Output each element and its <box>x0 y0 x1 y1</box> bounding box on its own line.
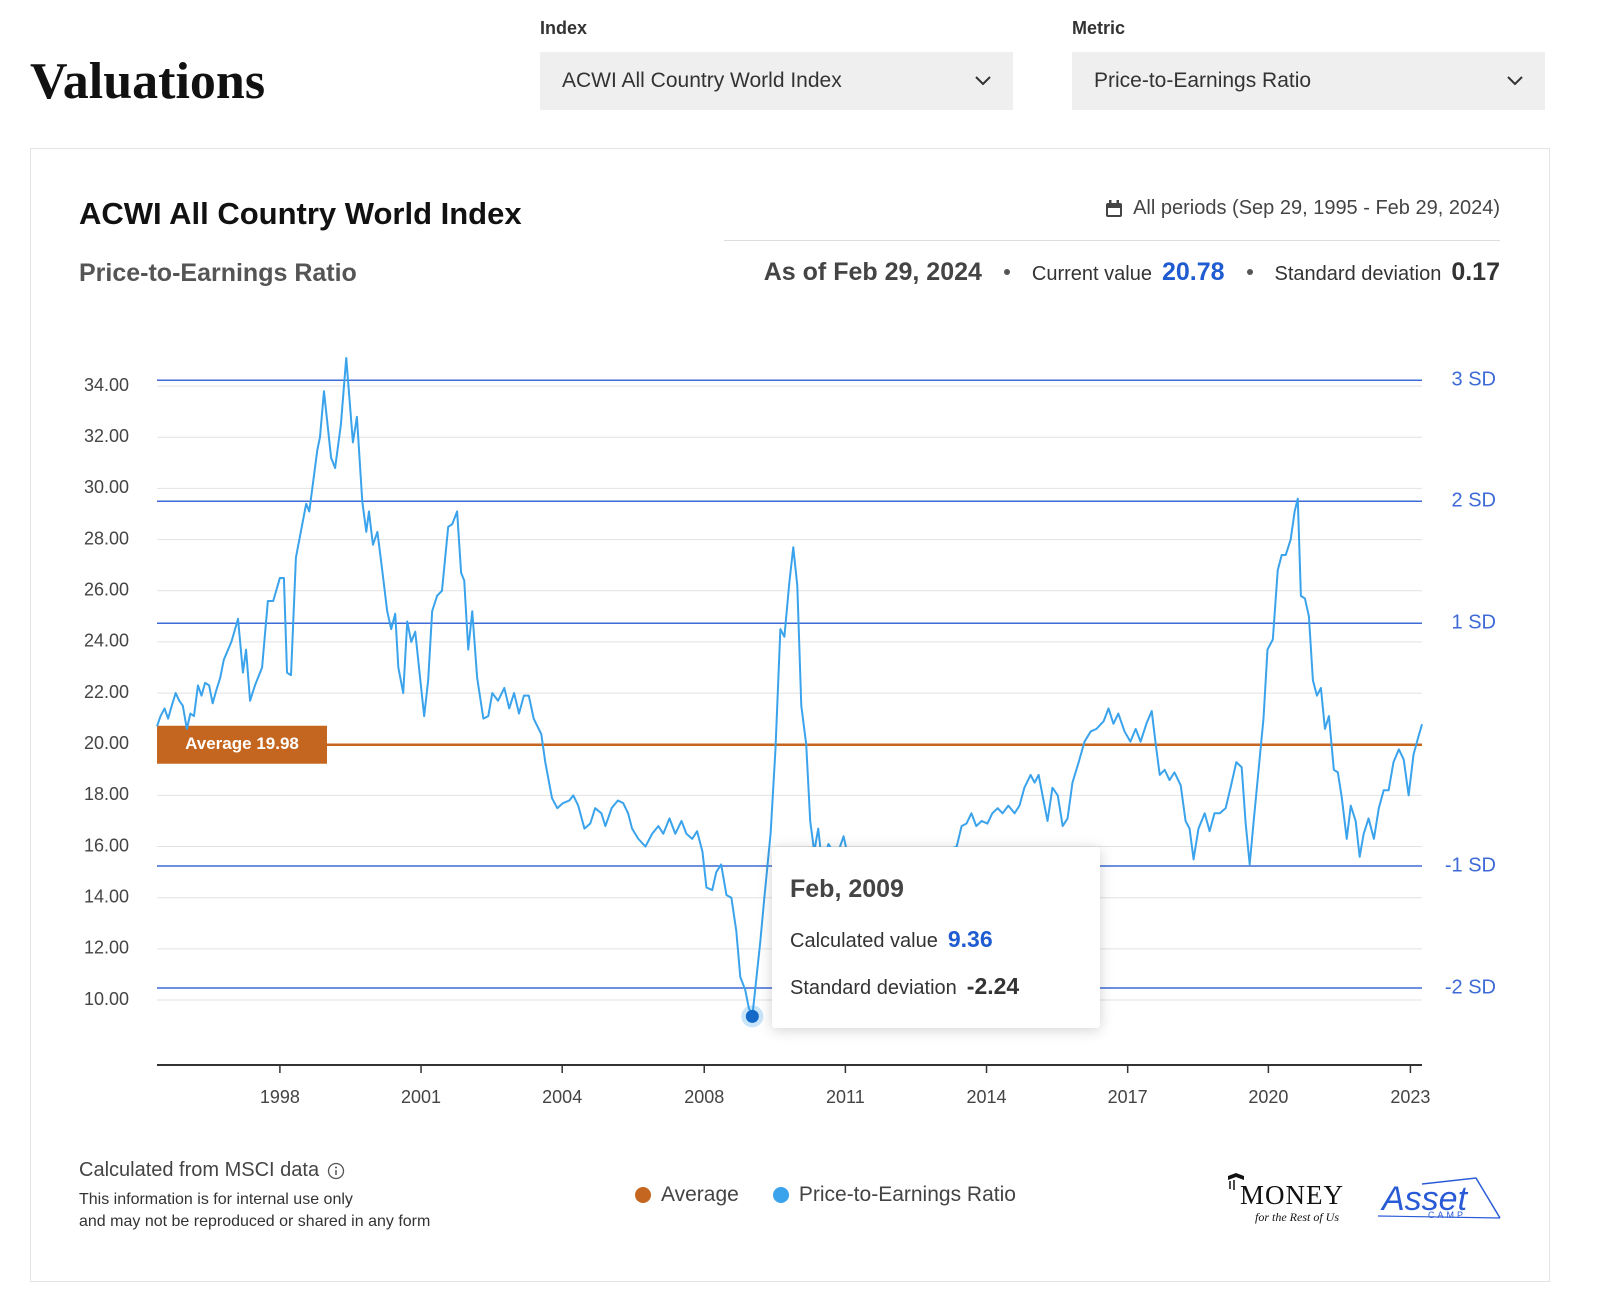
x-tick-label: 1998 <box>260 1087 300 1107</box>
logo-icon <box>1228 1173 1244 1190</box>
x-tick-label: 2020 <box>1248 1087 1288 1107</box>
y-tick-label: 30.00 <box>84 477 129 497</box>
logo-roof <box>1378 1177 1501 1219</box>
y-tick-label: 16.00 <box>84 835 129 855</box>
legend-item: Average <box>635 1183 739 1207</box>
calendar-icon <box>1106 199 1123 217</box>
separator <box>1003 269 1010 275</box>
x-tick-label: 2023 <box>1390 1087 1430 1107</box>
x-tick-label: 2008 <box>684 1087 724 1107</box>
page-title: Valuations <box>30 53 266 110</box>
y-tick-label: 22.00 <box>84 682 129 702</box>
note: and may not be reproduced or shared in a… <box>79 1213 431 1230</box>
average-label: Average 19.98 <box>185 734 299 753</box>
sd-label: -2 SD <box>1445 976 1496 998</box>
y-tick-label: 34.00 <box>84 375 129 395</box>
tooltip-value: 9.36 <box>947 926 993 952</box>
legend: Average Price-to-Earnings Ratio <box>635 1183 1050 1207</box>
tooltip-row: Standard deviation -2.24 <box>790 973 1082 1000</box>
source-text: Calculated from MSCI data <box>79 1159 320 1181</box>
sd-label: 2 SD <box>1452 490 1496 512</box>
logo-text: Asset <box>1382 1180 1468 1218</box>
legend-swatch <box>635 1187 651 1203</box>
y-tick-label: 12.00 <box>84 938 129 958</box>
legend-item: Price-to-Earnings Ratio <box>772 1183 1016 1207</box>
logo-tagline: for the Rest of Us <box>1255 1210 1339 1224</box>
current-value: 20.78 <box>1161 258 1225 286</box>
tooltip: Feb, 2009 Calculated value 9.36 Standard… <box>772 847 1100 1028</box>
note: This information is for internal use onl… <box>79 1191 353 1208</box>
x-tick-label: 2001 <box>401 1087 441 1107</box>
sd-value: 0.17 <box>1451 258 1500 286</box>
as-of: As of Feb 29, 2024 <box>763 258 982 286</box>
period-picker[interactable]: All periods (Sep 29, 1995 - Feb 29, 2024… <box>1105 197 1500 220</box>
select-value: ACWI All Country World Index <box>562 69 842 92</box>
tooltip-row: Calculated value 9.36 <box>790 926 1082 953</box>
sd-label: 3 SD <box>1452 369 1496 391</box>
control-label: Index <box>540 18 588 38</box>
chevron-icon <box>1507 76 1523 86</box>
separator <box>1246 269 1253 275</box>
x-tick-label: 2014 <box>967 1087 1007 1107</box>
tooltip-title: Feb, 2009 <box>790 875 904 903</box>
current-label: Current value <box>1031 263 1152 285</box>
asset-logo: Asset CAMP <box>1378 1176 1502 1222</box>
data-line <box>156 356 1423 1018</box>
logo-text: MONEY <box>1240 1180 1344 1210</box>
highlight-point <box>745 1009 759 1023</box>
y-tick-label: 28.00 <box>84 528 129 548</box>
y-tick-label: 14.00 <box>84 886 129 906</box>
money-logo: MONEY for the Rest of Us <box>1226 1170 1356 1230</box>
x-tick-label: 2017 <box>1108 1087 1148 1107</box>
sd-label: 1 SD <box>1452 612 1496 634</box>
select-value: Price-to-Earnings Ratio <box>1094 69 1312 92</box>
y-tick-label: 10.00 <box>84 989 129 1009</box>
sd-label: Standard deviation <box>1274 263 1442 285</box>
chart-card <box>30 148 1550 1282</box>
tooltip-value: -2.24 <box>966 973 1020 999</box>
metric-select[interactable]: Price-to-Earnings Ratio <box>1072 52 1545 110</box>
legend-swatch <box>772 1187 789 1203</box>
tooltip-label: Calculated value <box>790 930 938 952</box>
info-icon[interactable] <box>327 1162 345 1180</box>
sd-label: -1 SD <box>1445 854 1496 876</box>
x-tick-label: 2011 <box>826 1087 865 1107</box>
summary-stats: As of Feb 29, 2024 Current value 20.78 S… <box>764 258 1500 287</box>
chart-subtitle: Price-to-Earnings Ratio <box>79 259 357 287</box>
y-tick-label: 24.00 <box>84 631 129 651</box>
average-label-box <box>157 725 327 764</box>
tooltip-label: Standard deviation <box>790 977 957 999</box>
y-tick-label: 20.00 <box>84 733 129 753</box>
index-select[interactable]: ACWI All Country World Index <box>540 52 1013 110</box>
y-tick-label: 32.00 <box>84 426 129 446</box>
period-text: All periods (Sep 29, 1995 - Feb 29, 2024… <box>1133 197 1500 219</box>
x-tick-label: 2004 <box>542 1087 582 1107</box>
divider <box>724 240 1500 241</box>
chart-title: ACWI All Country World Index <box>79 196 522 231</box>
legend-label: Price-to-Earnings Ratio <box>798 1183 1016 1206</box>
legend-label: Average <box>661 1183 739 1206</box>
y-tick-label: 18.00 <box>84 784 129 804</box>
logo-sub: CAMP <box>1428 1210 1467 1220</box>
source: Calculated from MSCI data <box>79 1159 345 1182</box>
y-tick-label: 26.00 <box>84 580 129 600</box>
control-label: Metric <box>1072 18 1126 38</box>
chevron-icon <box>975 76 991 86</box>
